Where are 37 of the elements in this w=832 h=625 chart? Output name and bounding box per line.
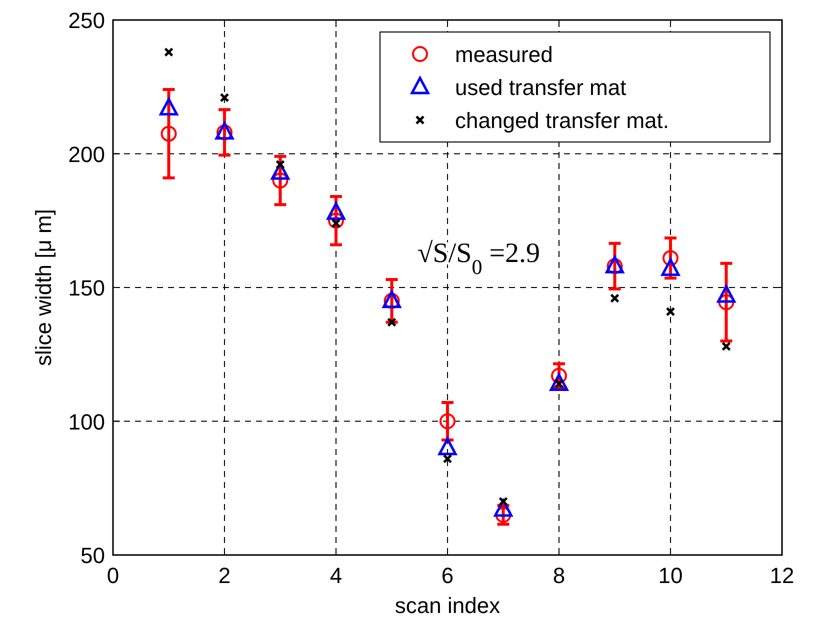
- legend-label: measured: [455, 42, 553, 67]
- point: [272, 172, 288, 188]
- y-tick-label: 50: [80, 543, 105, 568]
- x-tick-label: 10: [658, 563, 683, 588]
- point: [722, 342, 731, 352]
- point: [661, 258, 680, 276]
- point: [387, 318, 396, 328]
- legend-label: changed transfer mat.: [455, 108, 670, 133]
- x-axis-title: scan index: [394, 593, 500, 618]
- x-tick-label: 2: [218, 563, 231, 588]
- point: [717, 285, 736, 303]
- point: [440, 413, 456, 430]
- x-tick-label: 0: [106, 563, 120, 588]
- point: [160, 98, 178, 116]
- point: [610, 293, 620, 303]
- point: [666, 306, 676, 316]
- point: [164, 47, 174, 57]
- point: [220, 92, 230, 102]
- point: [498, 496, 508, 506]
- point: [326, 202, 346, 220]
- point: [160, 126, 177, 142]
- point: [328, 212, 344, 229]
- x-tick-label: 12: [770, 563, 794, 588]
- x-tick-label: 6: [441, 563, 454, 588]
- annotation: √S/S$_{0}$ =2.9: [417, 238, 540, 279]
- x-tick-label: 4: [330, 563, 342, 588]
- legend-label: used transfer mat: [455, 75, 626, 100]
- x-tick-label: 8: [552, 563, 566, 588]
- point: [442, 454, 452, 464]
- y-tick-label: 200: [68, 142, 105, 167]
- y-tick-label: 250: [68, 8, 105, 33]
- y-axis-title: slice width [μ m]: [31, 209, 56, 366]
- y-tick-label: 150: [68, 276, 105, 300]
- y-tick-label: 100: [68, 409, 105, 434]
- point: [276, 160, 285, 170]
- point: [438, 438, 457, 456]
- point: [718, 294, 734, 310]
